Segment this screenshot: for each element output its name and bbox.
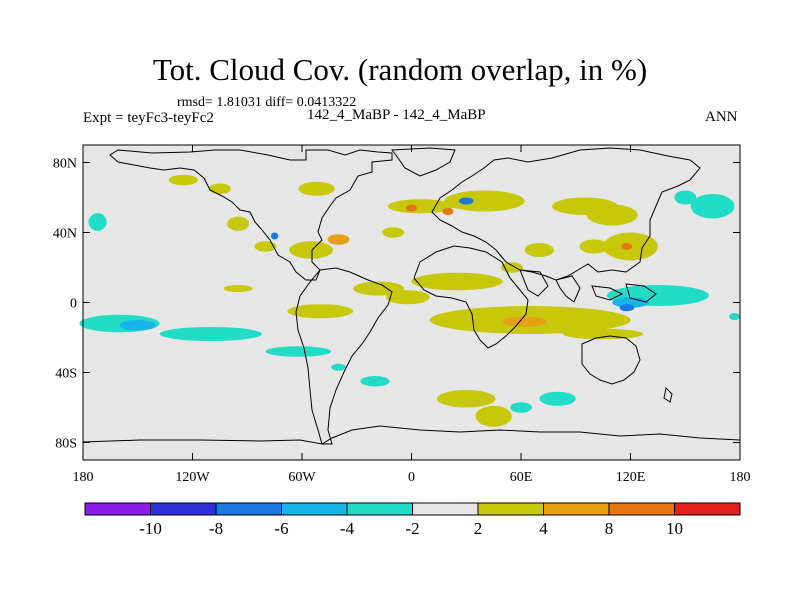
rmsd-diff-stats: rmsd= 1.81031 diff= 0.0413322 — [177, 95, 357, 110]
colorbar-label: -2 — [405, 519, 419, 538]
coastline-greenland — [391, 147, 456, 177]
anomaly-patch — [690, 194, 735, 219]
axis-ticks — [82, 145, 741, 460]
anomaly-patch — [88, 213, 107, 231]
lat-tick-label: 40N — [53, 227, 77, 242]
experiment-label: Expt = teyFc3-teyFc2 — [83, 110, 214, 126]
colorbar-label: 4 — [539, 519, 548, 538]
anomaly-patch — [159, 327, 262, 341]
coastline-maritime-continent — [591, 283, 657, 303]
anomaly-patch — [382, 227, 405, 238]
anomaly-patch — [562, 328, 644, 340]
lon-tick-label: 60E — [510, 470, 533, 485]
anomaly-patch — [406, 204, 417, 212]
colorbar-bin — [346, 502, 413, 516]
anomaly-patch — [208, 183, 231, 194]
coastline-south-america — [295, 267, 393, 445]
colorbar-label: -6 — [274, 519, 288, 538]
coastline-australia — [581, 335, 641, 385]
colorbar-labels: -10 -8 -6 -4 -2 2 4 8 10 — [139, 519, 683, 538]
anomaly-patch — [289, 241, 334, 259]
anomaly-patch — [539, 391, 576, 406]
colorbar-bin — [412, 502, 479, 516]
anomaly-patch — [475, 405, 512, 427]
coastline-north-america — [109, 149, 393, 281]
anomaly-patch — [223, 285, 253, 292]
anomaly-patch — [619, 304, 635, 312]
colorbar — [84, 502, 741, 516]
colorbar-bin — [674, 502, 741, 516]
anomaly-patch — [227, 216, 250, 231]
anomaly-patch — [674, 190, 697, 205]
lat-tick-label: 80N — [53, 157, 77, 172]
coastline-south-asia — [519, 269, 581, 303]
anomaly-patch — [270, 232, 279, 240]
plot-title: Tot. Cloud Cov. (random overlap, in %) — [152, 52, 648, 87]
lon-tick-label: 180 — [73, 470, 94, 485]
anomaly-patch — [254, 241, 277, 252]
anomaly-patch — [119, 320, 156, 331]
anomaly-patch — [442, 208, 454, 215]
case-label: 142_4_MaBP - 142_4_MaBP — [307, 107, 486, 123]
colorbar-bin — [477, 502, 544, 516]
anomaly-patch — [458, 197, 474, 205]
lon-tick-label: 120E — [616, 470, 646, 485]
anomaly-patch — [168, 174, 198, 186]
lat-tick-label: 80S — [55, 437, 77, 452]
anomaly-patch — [287, 304, 354, 319]
colorbar-label: -10 — [139, 519, 162, 538]
colorbar-bin — [543, 502, 610, 516]
anomaly-patch — [524, 243, 554, 257]
lat-tick-label: 0 — [70, 297, 77, 312]
anomaly-patch — [621, 243, 633, 250]
colorbar-label: -8 — [209, 519, 223, 538]
colorbar-label: 8 — [605, 519, 614, 538]
anomaly-patch — [510, 402, 532, 413]
lon-tick-label: 60W — [288, 470, 316, 485]
colorbar-label: -4 — [340, 519, 355, 538]
anomaly-patch — [502, 316, 547, 327]
axis-tick-labels: 80N 40N 0 40S 80S 180 120W 60W 0 60E 120E 180 — [53, 157, 751, 486]
coastline-africa — [413, 245, 529, 349]
season-label: ANN — [705, 109, 738, 125]
anomaly-patch — [331, 363, 346, 371]
anomaly-patch — [444, 190, 525, 212]
anomaly-patch — [586, 204, 638, 226]
lon-tick-label: 120W — [175, 470, 210, 485]
anomaly-patch — [385, 290, 430, 305]
anomaly-patch — [579, 239, 609, 254]
coastline-new-zealand — [663, 386, 673, 403]
colorbar-label: 10 — [666, 519, 683, 538]
anomaly-patch — [612, 297, 649, 308]
anomaly-patch — [729, 313, 741, 320]
colorbar-bin — [150, 502, 217, 516]
coastlines — [82, 147, 741, 445]
lon-tick-label: 0 — [408, 470, 415, 485]
anomaly-patch — [437, 390, 496, 408]
anomaly-patch — [327, 234, 350, 245]
lat-tick-label: 40S — [55, 367, 77, 382]
lon-tick-label: 180 — [730, 470, 751, 485]
anomaly-layer — [79, 174, 741, 427]
anomaly-patch — [298, 181, 335, 196]
anomaly-patch — [411, 272, 503, 291]
coastline-eurasia — [431, 147, 701, 281]
coastline-antarctica — [82, 425, 741, 445]
anomaly-patch — [360, 376, 390, 387]
colorbar-bin — [84, 502, 151, 516]
colorbar-label: 2 — [474, 519, 483, 538]
colorbar-bin — [608, 502, 675, 516]
colorbar-bin — [215, 502, 282, 516]
anomaly-patch — [265, 346, 332, 357]
colorbar-bin — [281, 502, 348, 516]
